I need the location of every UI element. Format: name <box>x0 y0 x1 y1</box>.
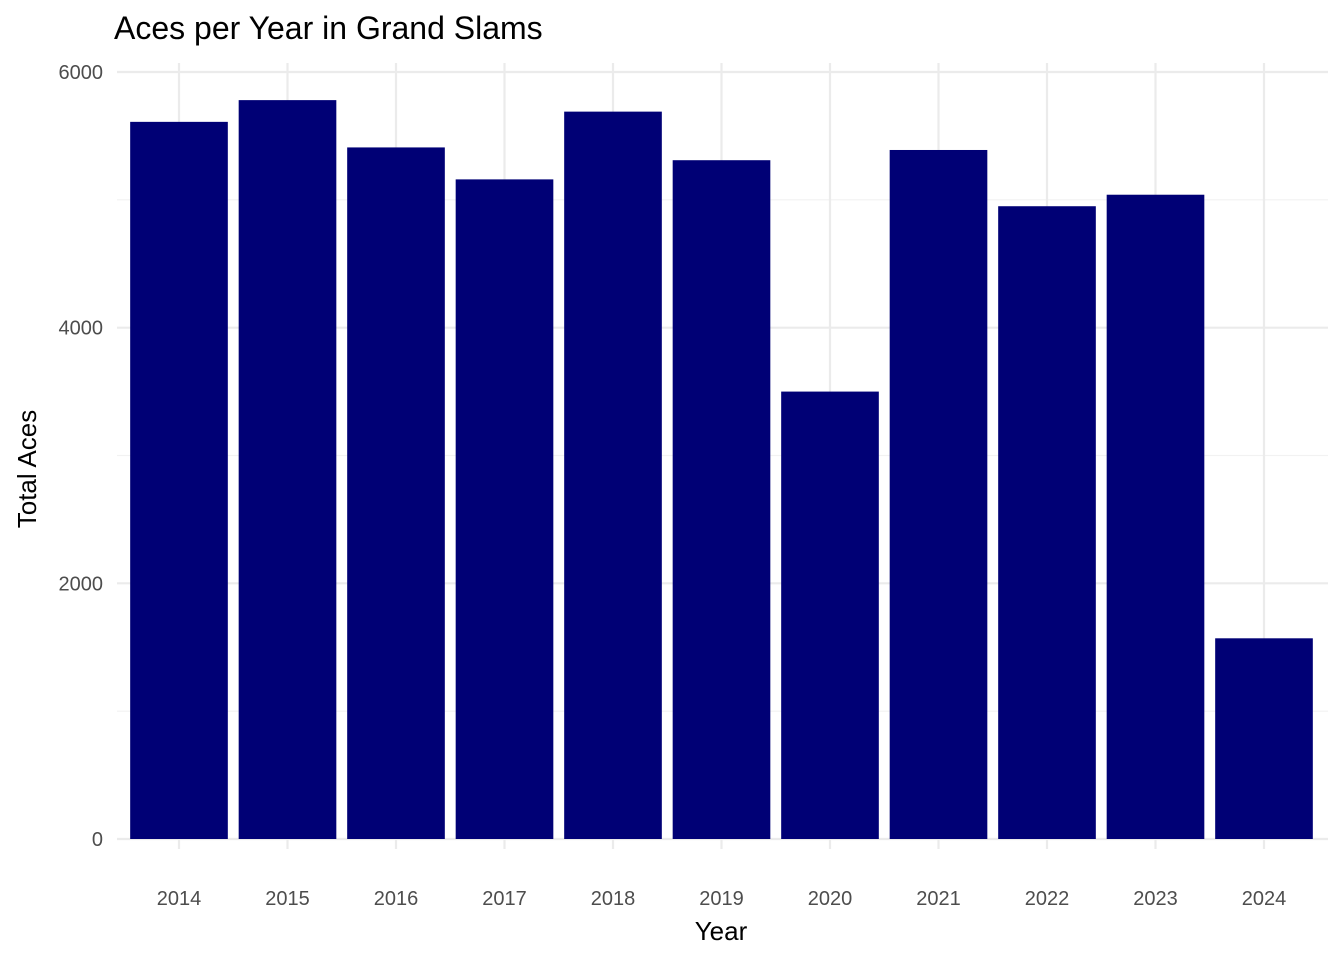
y-axis-ticks: 0 2000 4000 6000 <box>59 62 104 851</box>
x-tick-label: 2015 <box>265 888 310 910</box>
bar-2018 <box>564 111 662 839</box>
bar-2015 <box>238 100 337 839</box>
x-tick-label: 2024 <box>1242 888 1287 910</box>
x-tick-label: 2022 <box>1025 888 1070 910</box>
bar-2021 <box>889 149 988 839</box>
x-tick-label: 2019 <box>699 888 744 910</box>
x-tick-label: 2020 <box>808 888 853 910</box>
x-axis-ticks: 2014 2015 2016 2017 2018 2019 2020 2021 2022 2023… <box>157 888 1287 910</box>
x-tick-label: 2021 <box>916 888 961 910</box>
bars <box>130 100 1313 840</box>
chart-title: Aces per Year in Grand Slams <box>114 10 543 46</box>
y-tick-label: 6000 <box>59 62 104 84</box>
y-tick-label: 0 <box>92 829 103 851</box>
bar-2014 <box>130 121 228 840</box>
bar-2016 <box>347 147 445 840</box>
x-tick-label: 2017 <box>482 888 527 910</box>
x-tick-label: 2014 <box>157 888 202 910</box>
bar-2019 <box>672 160 771 839</box>
x-tick-label: 2016 <box>374 888 419 910</box>
x-tick-label: 2023 <box>1133 888 1178 910</box>
x-axis-title: Year <box>695 916 748 946</box>
bar-2017 <box>455 179 554 839</box>
bar-2020 <box>781 391 879 839</box>
bar-2023 <box>1106 194 1205 840</box>
x-tick-label: 2018 <box>591 888 636 910</box>
bar-2024 <box>1215 638 1313 839</box>
y-axis-title: Total Aces <box>12 410 42 529</box>
bar-2022 <box>998 206 1096 840</box>
y-tick-label: 2000 <box>59 573 104 595</box>
y-tick-label: 4000 <box>59 318 104 340</box>
